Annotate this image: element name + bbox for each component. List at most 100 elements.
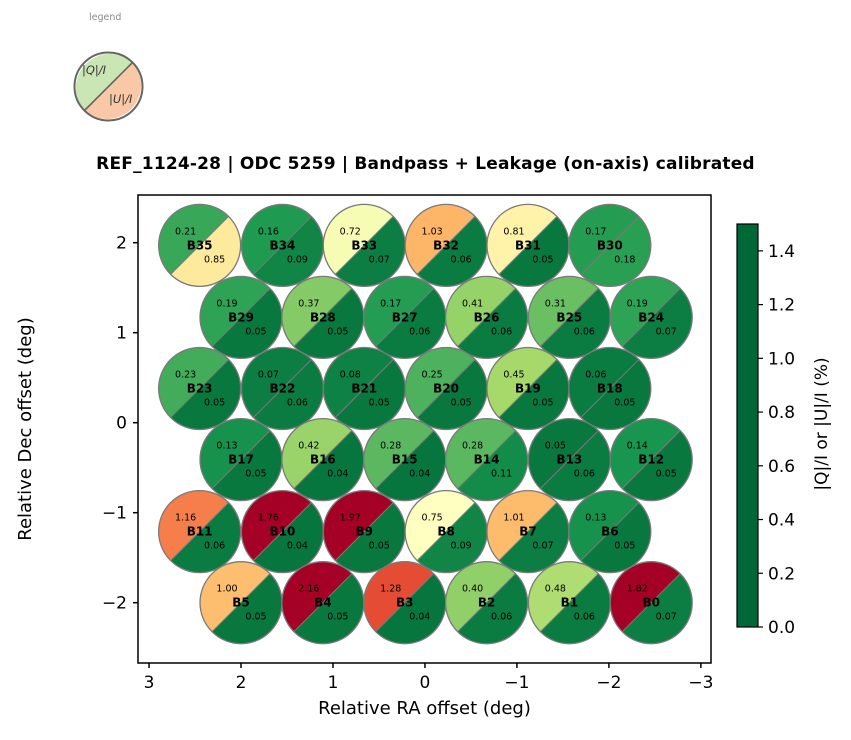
- beam-diagonal-line: [621, 288, 681, 347]
- beam-q-value: 0.16: [258, 226, 279, 237]
- beam-u-half: [540, 288, 611, 359]
- beam-q-value: 1.76: [258, 513, 279, 524]
- beam-q-value: 0.21: [175, 226, 196, 237]
- x-tick-label: −2: [596, 673, 621, 693]
- beam-u-half: [540, 573, 611, 644]
- plot-title: REF_1124-28 | ODC 5259 | Bandpass + Leak…: [96, 154, 755, 174]
- beam-u-value: 0.06: [491, 326, 512, 337]
- beam-u-value: 0.05: [369, 541, 390, 552]
- beam-u-half: [498, 216, 569, 287]
- beam-u-half: [540, 430, 611, 501]
- beam-diagonal-line: [621, 430, 681, 489]
- beam-u-half: [293, 430, 364, 501]
- beam-u-half: [335, 502, 406, 573]
- beam-u-value: 0.06: [287, 398, 308, 409]
- beam-q-value: 0.19: [627, 298, 648, 309]
- beam-u-half: [212, 430, 282, 501]
- beam-name: B0: [642, 596, 660, 610]
- beam-q-half: [568, 204, 639, 275]
- beam-u-value: 0.07: [656, 326, 677, 337]
- beam-q-half: [281, 561, 352, 632]
- beam-q-half: [405, 490, 476, 561]
- beam-diagonal-line: [334, 216, 394, 275]
- colorbar-tick-label: 0.2: [768, 564, 795, 584]
- beam-u-half: [580, 359, 651, 430]
- beam-q-value: 0.28: [380, 441, 401, 452]
- beam-u-value: 0.05: [327, 326, 348, 337]
- beam-diagonal-line: [334, 359, 394, 418]
- beam-q-value: 0.08: [340, 370, 361, 381]
- colorbar-tick-label: 0.0: [768, 618, 795, 638]
- beam-q-value: 0.81: [503, 226, 524, 237]
- beam-u-value: 0.05: [656, 469, 677, 480]
- beam-u-value: 0.06: [574, 612, 595, 623]
- beam-q-half: [528, 418, 599, 489]
- beam-diagonal-line: [253, 359, 312, 418]
- beam-outline: [157, 203, 242, 288]
- beam-name: B20: [433, 382, 459, 396]
- legend-swatch: |Q|/I |U|/I: [73, 51, 144, 122]
- beam-name: B29: [228, 310, 254, 324]
- beam-q-value: 0.40: [462, 584, 483, 595]
- beam-u-value: 0.07: [369, 254, 390, 265]
- beam-name: B23: [187, 382, 213, 396]
- beam-u-value: 0.11: [491, 469, 512, 480]
- beam-outline: [568, 346, 652, 431]
- beam-u-half: [417, 216, 488, 287]
- beam-q-value: 0.17: [380, 298, 401, 309]
- beam-name: B21: [351, 382, 377, 396]
- beam-q-value: 1.00: [216, 584, 237, 595]
- legend-u-half: [84, 62, 142, 120]
- beam-diagonal-line: [375, 288, 435, 347]
- beam-diagonal-line: [457, 430, 516, 489]
- colorbar-tick-label: 0.4: [768, 511, 795, 531]
- beam-q-value: 0.13: [585, 513, 606, 524]
- beam-name: B33: [351, 238, 377, 252]
- beam-outline: [444, 561, 529, 645]
- beam-u-half: [457, 573, 528, 644]
- y-axis-label: Relative Dec offset (deg): [15, 317, 36, 541]
- beam-u-value: 0.07: [656, 612, 677, 623]
- beam-outline: [609, 275, 693, 360]
- beam-q-value: 0.25: [422, 370, 443, 381]
- beam-u-half: [457, 430, 528, 501]
- x-tick-label: −1: [504, 673, 529, 693]
- beam-u-value: 0.05: [204, 398, 225, 409]
- beam-q-half: [486, 204, 557, 275]
- beam-diagonal-line: [498, 216, 558, 275]
- legend-diagonal-line: [83, 61, 134, 112]
- beam-q-half: [200, 276, 271, 347]
- beam-q-value: 0.14: [627, 441, 648, 452]
- beam-diagonal-line: [416, 359, 476, 418]
- y-tick-label: 0: [116, 414, 127, 434]
- beam-diagonal-line: [457, 573, 516, 633]
- beam-name: B6: [601, 525, 619, 539]
- beam-q-half: [158, 490, 229, 561]
- beam-u-value: 0.04: [409, 612, 430, 623]
- beam-q-value: 0.17: [585, 226, 606, 237]
- beam-name: B11: [187, 525, 213, 539]
- beam-name: B27: [392, 310, 418, 324]
- beam-q-half: [281, 418, 352, 489]
- beam-name: B26: [474, 310, 500, 324]
- beam-q-half: [281, 276, 352, 347]
